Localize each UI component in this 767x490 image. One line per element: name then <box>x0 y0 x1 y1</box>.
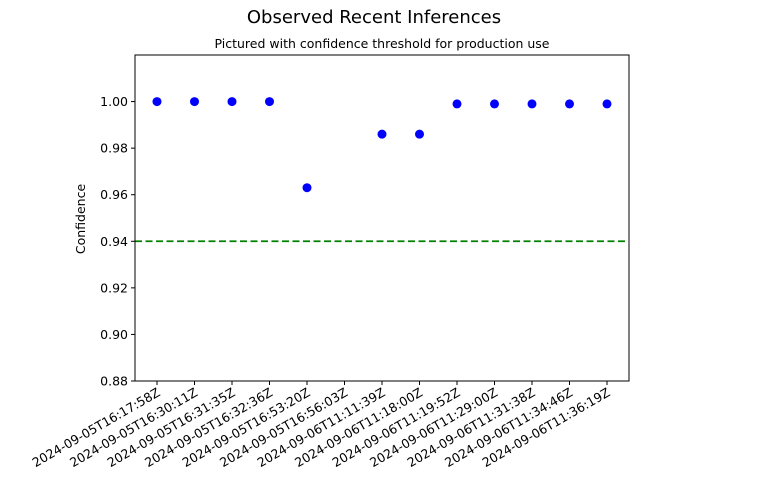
data-point <box>415 129 424 139</box>
y-tick-label: 0.94 <box>100 234 128 249</box>
y-tick-label: 1.00 <box>100 94 128 109</box>
data-point <box>265 97 274 107</box>
data-point <box>527 99 537 109</box>
y-tick-label: 0.90 <box>100 327 128 342</box>
data-point <box>452 99 462 109</box>
data-point <box>377 129 387 139</box>
data-point <box>190 97 199 107</box>
y-tick-label: 0.96 <box>100 187 128 202</box>
data-point <box>565 99 574 109</box>
plot-frame <box>134 54 630 382</box>
y-axis-label: Confidence <box>73 184 88 255</box>
y-tick-label: 0.92 <box>100 280 128 295</box>
data-point <box>490 99 499 109</box>
data-point <box>227 97 237 107</box>
data-point <box>152 97 162 107</box>
y-tick-label: 0.98 <box>100 141 128 156</box>
chart-title: Observed Recent Inferences <box>247 7 501 28</box>
data-point <box>302 183 312 193</box>
chart-subtitle: Pictured with confidence threshold for p… <box>214 36 549 51</box>
y-tick-label: 0.88 <box>100 374 128 389</box>
data-point <box>602 99 612 109</box>
